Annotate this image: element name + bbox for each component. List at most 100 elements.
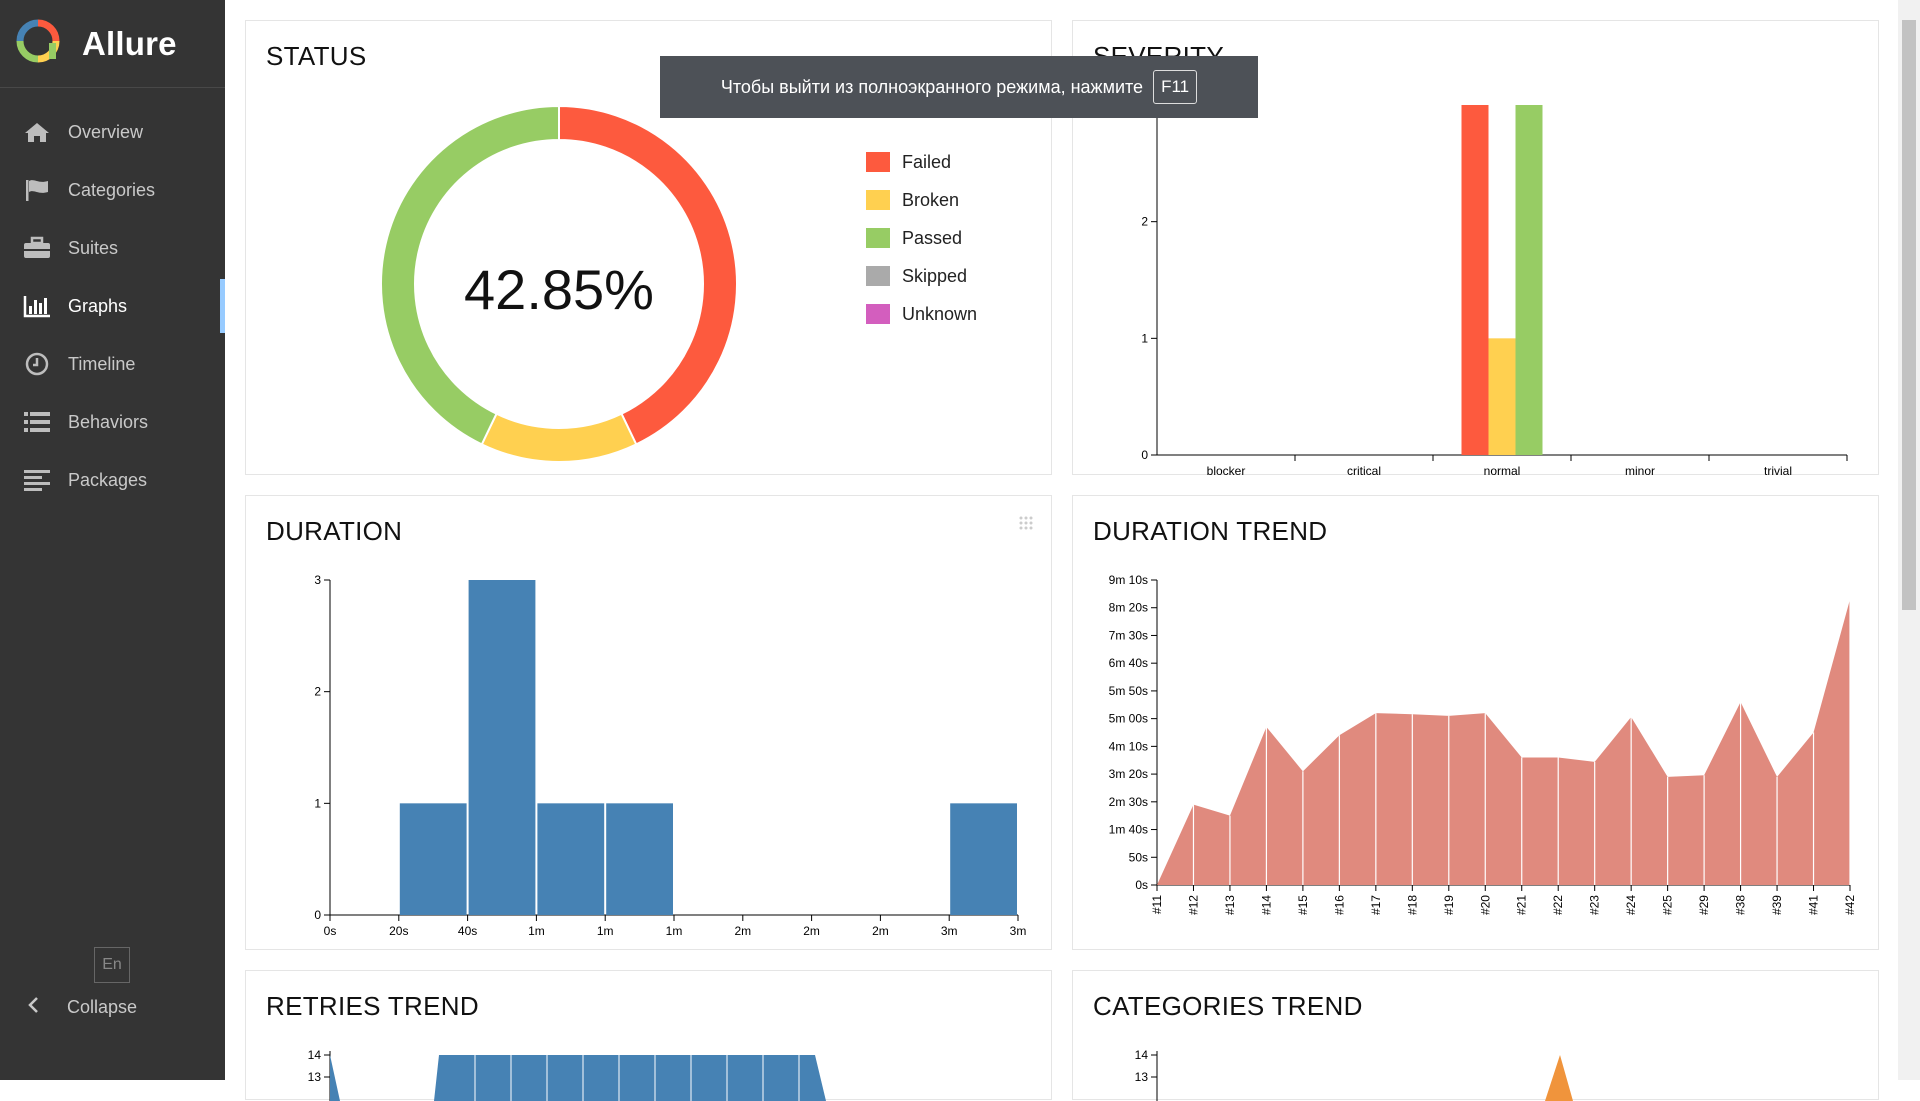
nav-item-label: Graphs (68, 295, 128, 316)
legend-item-unknown[interactable]: Unknown (866, 295, 977, 333)
sidebar: Allure Overview Categories Suites Graphs (0, 0, 225, 1080)
duration-bar (537, 803, 605, 915)
duration-trend-chart: 0s 50s 1m 40s 2m 30s 3m 20s 4m 10s 5m 00s 5m 50… (1109, 573, 1857, 915)
severity-bar-broken (1488, 338, 1516, 455)
chevron-left-icon (27, 996, 39, 1019)
x-tick-label: #23 (1588, 895, 1602, 915)
x-tick-label: #38 (1734, 895, 1748, 915)
align-left-icon (22, 467, 52, 493)
nav-item-label: Packages (68, 469, 148, 490)
x-tick-label: #39 (1770, 895, 1784, 915)
toast-text: Чтобы выйти из полноэкранного режима, на… (720, 76, 1144, 97)
y-tick-label: 1m 40s (1109, 823, 1148, 837)
drag-handle-icon[interactable] (1019, 516, 1033, 535)
legend-item-passed[interactable]: Passed (866, 219, 977, 257)
x-tick-label: 0s (324, 924, 337, 938)
y-tick-label: 5m 50s (1109, 684, 1148, 698)
x-tick-label: 40s (458, 924, 477, 938)
legend-label: Passed (902, 227, 963, 248)
x-tick-label: #14 (1259, 895, 1273, 915)
x-tick-label: 3m (1010, 924, 1027, 938)
nav-item-graphs[interactable]: Graphs (0, 277, 225, 335)
x-tick-label: minor (1625, 464, 1655, 476)
x-tick-label: #19 (1442, 895, 1456, 915)
nav-item-behaviors[interactable]: Behaviors (0, 393, 225, 451)
x-tick-label: 2m (734, 924, 751, 938)
y-tick-label: 3m 20s (1109, 767, 1148, 781)
categories-trend-chart: 14 13 (1135, 1048, 1573, 1101)
x-tick-label: #11 (1150, 895, 1164, 914)
nav-item-packages[interactable]: Packages (0, 451, 225, 509)
nav-menu: Overview Categories Suites Graphs Timeli… (0, 103, 225, 509)
x-tick-label: blocker (1207, 464, 1246, 476)
retries-trend-area (434, 1055, 826, 1101)
x-tick-label: #15 (1296, 895, 1310, 915)
x-tick-label: 2m (872, 924, 889, 938)
duration-bar (468, 580, 536, 915)
home-icon (22, 119, 52, 145)
scrollbar-thumb[interactable] (1902, 20, 1916, 610)
status-donut-chart: 42.85% (380, 104, 738, 463)
retries-trend-card: RETRIES TREND 14 13 (245, 970, 1052, 1101)
categories-trend-card: CATEGORIES TREND 14 13 (1072, 970, 1879, 1101)
duration-trend-card: DURATION TREND 0s 50s 1m 40s 2m 30s 3m 20s 4m… (1072, 495, 1879, 950)
card-title: DURATION (266, 516, 403, 546)
nav-item-categories[interactable]: Categories (0, 161, 225, 219)
nav-item-label: Suites (68, 237, 119, 258)
severity-card: SEVERITY 0123blockercriticalnormalminort… (1072, 20, 1879, 476)
language-toggle[interactable]: En (94, 947, 130, 983)
brand-name: Allure (82, 24, 177, 62)
retries-trend-chart: 14 13 (308, 1048, 826, 1101)
y-tick-label: 2 (1141, 215, 1148, 229)
retries-trend-area (330, 1055, 340, 1101)
x-tick-label: 1m (528, 924, 545, 938)
bar-chart-icon (22, 293, 52, 319)
card-title: STATUS (266, 41, 367, 71)
legend-item-broken[interactable]: Broken (866, 181, 977, 219)
x-tick-label: trivial (1764, 464, 1792, 476)
nav-item-overview[interactable]: Overview (0, 103, 225, 161)
duration-bar (399, 803, 467, 915)
legend-swatch-unknown (866, 304, 890, 324)
y-tick-label: 14 (1135, 1048, 1149, 1062)
status-percent: 42.85% (464, 258, 654, 321)
legend-item-skipped[interactable]: Skipped (866, 257, 977, 295)
legend-swatch-failed (866, 152, 890, 172)
status-slice-passed (380, 104, 560, 446)
collapse-button[interactable]: Collapse (27, 996, 137, 1019)
y-tick-label: 1 (314, 796, 321, 810)
x-tick-label: critical (1347, 464, 1381, 476)
y-tick-label: 2 (314, 685, 321, 699)
page-scrollbar[interactable] (1898, 0, 1920, 1080)
nav-item-label: Timeline (68, 353, 136, 374)
y-tick-label: 13 (308, 1070, 322, 1084)
nav-item-timeline[interactable]: Timeline (0, 335, 225, 393)
toast-key: F11 (1153, 70, 1198, 104)
y-tick-label: 9m 10s (1109, 573, 1148, 587)
legend-item-failed[interactable]: Failed (866, 143, 977, 181)
x-tick-label: #29 (1697, 895, 1711, 915)
y-tick-label: 3 (314, 573, 321, 587)
main-content: STATUS 42.85% Failed Broken Passed Skipp… (225, 0, 1897, 1101)
nav-item-suites[interactable]: Suites (0, 219, 225, 277)
x-tick-label: 2m (803, 924, 820, 938)
x-tick-label: #16 (1332, 895, 1346, 915)
card-title: DURATION TREND (1093, 516, 1328, 546)
legend-swatch-skipped (866, 266, 890, 286)
y-tick-label: 14 (308, 1048, 322, 1062)
y-tick-label: 6m 40s (1109, 656, 1148, 670)
legend-label: Skipped (902, 265, 968, 286)
categories-trend-area (1545, 1055, 1573, 1101)
severity-bar-passed (1515, 105, 1543, 455)
nav-item-label: Categories (68, 179, 156, 200)
brand[interactable]: Allure (0, 0, 225, 88)
x-tick-label: #12 (1186, 895, 1200, 915)
y-tick-label: 13 (1135, 1070, 1149, 1084)
x-tick-label: #18 (1405, 895, 1419, 915)
x-tick-label: 1m (597, 924, 614, 938)
clock-icon (22, 351, 52, 377)
x-tick-label: #20 (1478, 895, 1492, 915)
severity-bar-failed (1461, 105, 1489, 455)
x-tick-label: #22 (1551, 895, 1565, 915)
duration-bar (606, 803, 673, 915)
